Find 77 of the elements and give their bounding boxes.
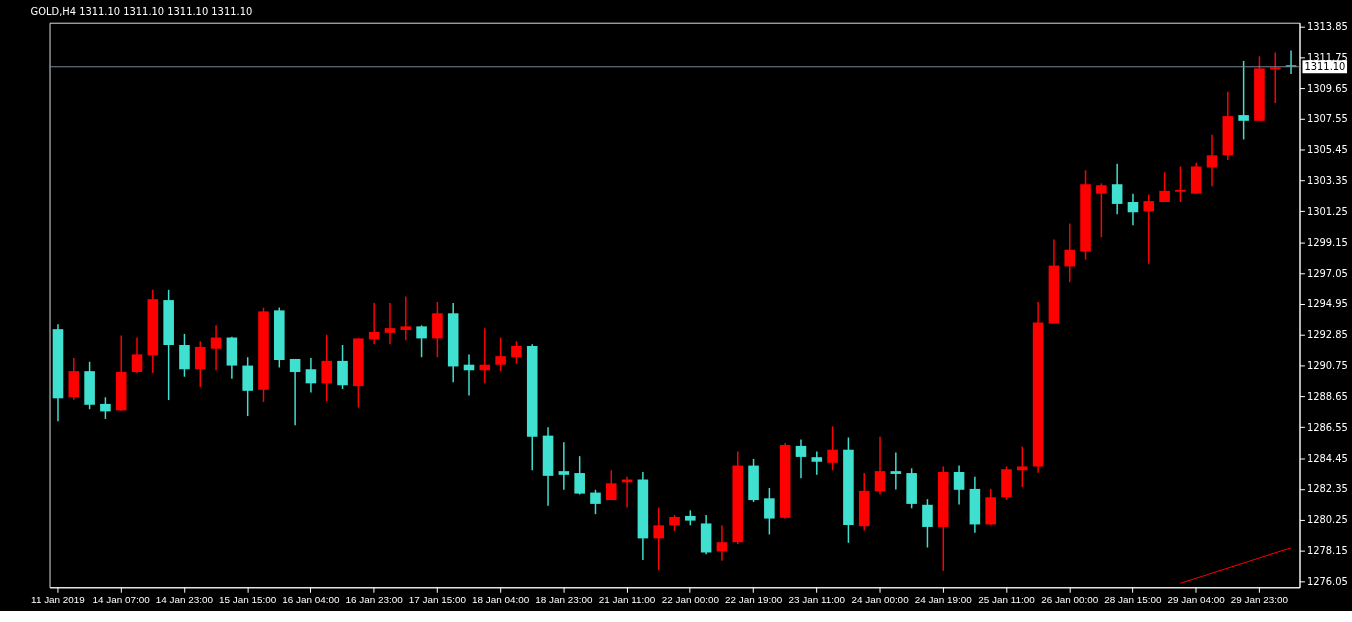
candlestick <box>827 425 838 472</box>
y-tick-label: 1305.45 <box>1306 144 1348 156</box>
candlestick <box>890 451 902 491</box>
x-tick-label: 22 Jan 19:00 <box>724 593 783 605</box>
candlestick <box>716 524 728 562</box>
x-tick-label: 25 Jan 11:00 <box>978 593 1036 605</box>
y-tick-label: 1282.35 <box>1306 483 1348 495</box>
candlestick <box>511 340 522 365</box>
x-tick-label: 29 Jan 04:00 <box>1167 593 1226 605</box>
candlestick <box>574 455 585 496</box>
candlestick <box>1175 165 1186 203</box>
candlestick <box>1159 171 1170 203</box>
candlestick <box>1017 445 1028 488</box>
candlestick <box>874 435 886 496</box>
y-tick-label: 1292.85 <box>1306 329 1348 341</box>
x-tick-label: 18 Jan 04:00 <box>472 593 530 605</box>
x-tick-label: 23 Jan 11:00 <box>788 593 846 605</box>
candlestick <box>811 450 823 476</box>
candlestick <box>1111 162 1123 215</box>
candlestick <box>400 295 412 342</box>
x-tick-label: 24 Jan 19:00 <box>914 593 973 605</box>
y-tick-label: 1280.25 <box>1306 514 1348 526</box>
x-tick-label: 21 Jan 11:00 <box>598 593 656 605</box>
candlestick <box>1206 134 1218 187</box>
y-tick-label: 1294.95 <box>1306 298 1348 310</box>
y-tick-label: 1303.35 <box>1306 175 1348 187</box>
x-tick-label: 28 Jan 15:00 <box>1104 593 1163 605</box>
candlestick <box>764 487 775 536</box>
candlestick <box>590 489 601 515</box>
candlestick <box>953 464 965 506</box>
candlestick <box>289 358 301 427</box>
candlestick <box>131 336 143 374</box>
y-tick-label: 1276.05 <box>1306 575 1348 587</box>
x-tick-label: 24 Jan 00:00 <box>851 593 910 605</box>
candlestick <box>495 336 506 372</box>
candlestick <box>210 324 222 372</box>
x-tick-label: 14 Jan 07:00 <box>92 593 151 605</box>
candlestick <box>1238 60 1249 141</box>
x-tick-label: 22 Jan 00:00 <box>661 593 720 605</box>
y-tick-label: 1297.05 <box>1306 267 1348 279</box>
y-tick-label: 1278.15 <box>1306 545 1348 557</box>
x-tick-label: 11 Jan 2019 <box>31 593 86 605</box>
candlestick <box>653 506 664 572</box>
candlestick <box>194 340 206 388</box>
x-tick-label: 15 Jan 15:00 <box>219 593 277 605</box>
candlestick <box>1096 182 1107 238</box>
y-tick-label: 1288.65 <box>1306 390 1348 402</box>
y-tick-label: 1309.65 <box>1306 82 1348 94</box>
y-tick-label: 1284.45 <box>1306 452 1348 464</box>
candlestick <box>100 396 111 420</box>
candlestick <box>1143 193 1155 265</box>
x-tick-label: 18 Jan 23:00 <box>535 593 593 605</box>
candlestick <box>1127 192 1139 227</box>
candlestick <box>922 498 933 549</box>
y-tick-label: 1313.85 <box>1306 20 1348 32</box>
x-tick-label: 16 Jan 04:00 <box>282 593 341 605</box>
y-tick-label: 1286.55 <box>1306 421 1348 433</box>
y-tick-label: 1311.75 <box>1306 51 1348 63</box>
candlestick <box>558 441 570 491</box>
candlestick <box>321 333 333 402</box>
candlestick <box>795 438 807 480</box>
ref-line-label: 1311.10 <box>1304 60 1346 72</box>
x-tick-label: 29 Jan 23:00 <box>1230 593 1289 605</box>
candlestick <box>416 324 427 358</box>
x-tick-label: 17 Jan 15:00 <box>408 593 467 605</box>
x-tick-label: 14 Jan 23:00 <box>155 593 214 605</box>
candlestick <box>1064 222 1076 283</box>
candlestick <box>384 302 396 345</box>
x-tick-label: 26 Jan 00:00 <box>1041 593 1099 605</box>
candlestick <box>605 469 617 501</box>
x-tick-label: 16 Jan 23:00 <box>345 593 404 605</box>
y-tick-label: 1299.15 <box>1306 236 1348 248</box>
y-tick-label: 1307.55 <box>1306 113 1348 125</box>
y-tick-label: 1290.75 <box>1306 360 1348 372</box>
chart-title: GOLD,H4 1311.10 1311.10 1311.10 1311.10 <box>30 6 253 18</box>
candlestick <box>305 357 317 394</box>
y-tick-label: 1301.25 <box>1306 205 1348 217</box>
